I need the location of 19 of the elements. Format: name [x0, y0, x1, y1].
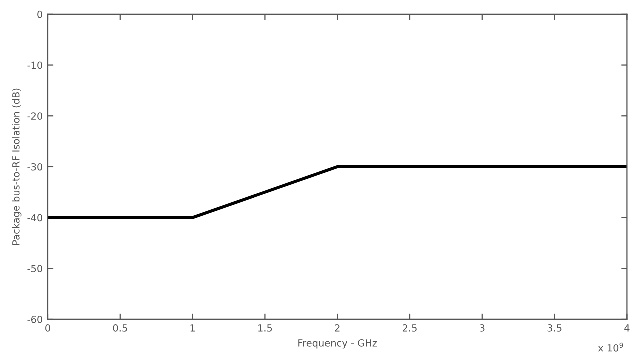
text: x 10$^{9}$	[598, 342, 624, 352]
x-tick-label: 3.5	[548, 324, 562, 332]
y-tick-label: -10	[28, 62, 42, 70]
y-tick-label: -20	[28, 112, 42, 120]
y-tick-label: -30	[28, 163, 42, 171]
x-axis-title: Frequency - GHz	[298, 339, 378, 349]
y-tick-label: -50	[28, 265, 42, 272]
y-axis-title: Package bus-to-RF Isolation (dB)	[12, 88, 22, 245]
x-tick-label: 0	[46, 324, 50, 332]
x-tick-label: 2	[335, 324, 340, 332]
x-tick-label: 1	[190, 324, 195, 332]
x-tick-label: 0.5	[113, 324, 128, 332]
x-tick-label: 1.5	[258, 324, 272, 332]
y-tick-label: -40	[28, 214, 42, 222]
y-tick-label: -60	[28, 316, 42, 324]
x-tick-label: 3	[480, 324, 485, 332]
x-tick-label: 2.5	[402, 324, 417, 332]
y-tick-label: 0	[38, 10, 42, 18]
x-tick-label: 4	[624, 324, 630, 332]
